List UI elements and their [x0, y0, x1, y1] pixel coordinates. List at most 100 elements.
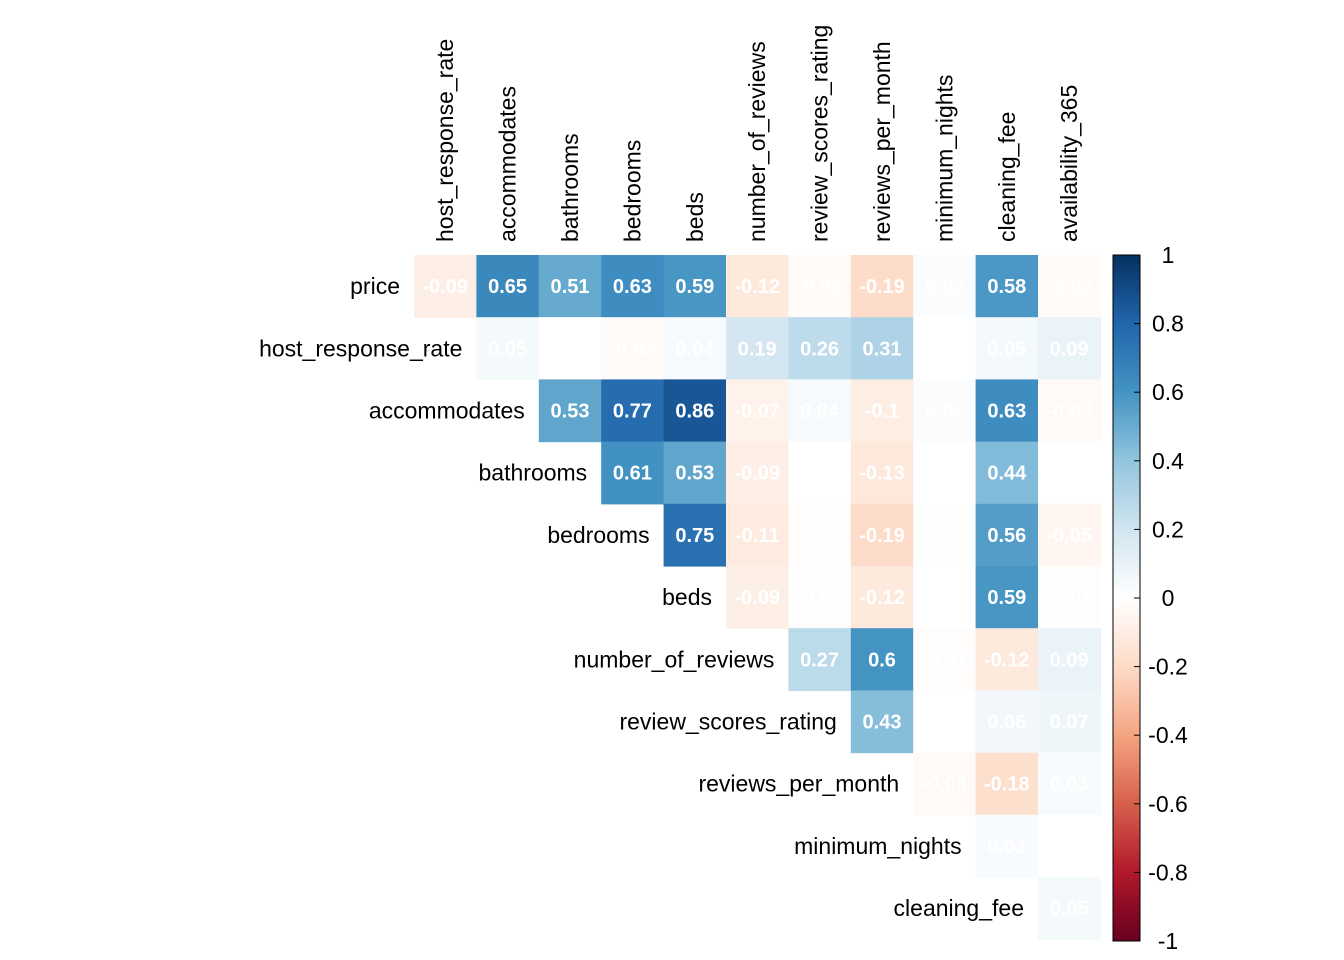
cell-value: -0.12: [984, 649, 1030, 671]
cell-value: 0.26: [800, 338, 839, 360]
heatmap-cell: [1038, 877, 1101, 940]
cell-value: -0.01: [797, 525, 843, 547]
heatmap-cell: [788, 379, 852, 443]
colorbar-ticks: 1 0.8 0.6 0.4 0.2 0 -0.2 -0.4 -0.6 -0.8 -1: [1134, 242, 1188, 954]
heatmap-cell: [726, 441, 789, 505]
heatmap-cell: [788, 441, 852, 505]
heatmap-cell: [476, 255, 540, 318]
heatmap-cell: [1038, 566, 1101, 629]
heatmap-cell: [975, 814, 1039, 878]
heatmap-cell: [788, 566, 852, 629]
heatmap-cell: [975, 379, 1039, 443]
cell-value: 0.01: [925, 525, 964, 547]
colorbar-tick-label: 1: [1162, 242, 1175, 268]
cell-value: 0.03: [987, 836, 1026, 858]
heatmap-cell: [1038, 814, 1101, 878]
cell-value: 0.31: [863, 338, 902, 360]
cell-value: -0.19: [859, 276, 905, 298]
row-label: bedrooms: [547, 522, 649, 548]
colorbar-tick-label: -0.8: [1148, 859, 1188, 885]
heatmap-cell: [1038, 379, 1101, 443]
column-label: reviews_per_month: [869, 41, 895, 242]
heatmap-cell: [1038, 441, 1101, 505]
cell-value: 0.05: [987, 338, 1026, 360]
cell-value: -0.03: [1046, 401, 1092, 423]
cell-value: 0.04: [800, 401, 840, 423]
colorbar-tick-label: 0.8: [1152, 311, 1184, 337]
column-label: host_response_rate: [432, 39, 458, 242]
heatmap-cell: [726, 566, 789, 629]
heatmap-cell: [1038, 317, 1101, 380]
heatmap-cell: [788, 628, 852, 691]
heatmap-cell: [663, 317, 727, 380]
cell-value: -0.02: [797, 276, 843, 298]
cell-value: -0.05: [1046, 525, 1092, 547]
column-label: accommodates: [495, 86, 521, 242]
column-label: bathrooms: [557, 133, 583, 242]
cell-value: 0.07: [1050, 712, 1089, 734]
colorbar-tick-label: 0: [1162, 585, 1175, 611]
heatmap-cell: [975, 317, 1039, 380]
heatmap-cell: [975, 566, 1039, 629]
cell-value: -0.07: [734, 401, 780, 423]
heatmap-cell: [975, 503, 1039, 567]
heatmap-cell: [850, 566, 914, 629]
cell-value: -0.13: [859, 463, 905, 485]
row-label: price: [350, 273, 400, 299]
column-label: number_of_reviews: [744, 41, 770, 242]
cell-value: 0.05: [1050, 898, 1089, 920]
heatmap-cell: [788, 317, 852, 380]
heatmap-cell: [663, 441, 727, 505]
cell-value: 0.53: [675, 463, 714, 485]
heatmap-cell: [663, 255, 727, 318]
heatmap-cell: [414, 255, 477, 318]
heatmap-cell: [1038, 255, 1101, 318]
column-label: review_scores_rating: [807, 25, 833, 242]
heatmap-cell: [850, 628, 914, 691]
cell-value: -0.11: [735, 525, 779, 547]
heatmap-cell: [538, 317, 602, 380]
column-labels: host_response_rate accommodates bathrooms b…: [432, 25, 1082, 242]
heatmap-cell: [1038, 628, 1101, 691]
cell-value: -0.09: [734, 587, 780, 609]
heatmap-cell: [663, 379, 727, 443]
cell-value: 0.19: [738, 338, 777, 360]
row-label: cleaning_fee: [894, 895, 1024, 921]
cell-value: -0.02: [1046, 276, 1092, 298]
heatmap-cell: [975, 441, 1039, 505]
heatmap-cell: [788, 503, 852, 567]
cell-value: 0.03: [1050, 774, 1089, 796]
cell-value: 0.59: [987, 587, 1026, 609]
heatmap-cell: [538, 379, 602, 443]
heatmap-cell: [975, 255, 1039, 318]
heatmap-cell: [601, 317, 665, 380]
cell-value: 0.05: [488, 338, 527, 360]
heatmap-cell: [913, 690, 977, 754]
colorbar-tick-label: -0.2: [1148, 654, 1188, 680]
cell-value: 0.04: [675, 338, 715, 360]
row-label: reviews_per_month: [698, 771, 899, 797]
heatmap-cell: [726, 379, 789, 443]
heatmap-cell: [913, 566, 977, 629]
heatmap-cell: [850, 441, 914, 505]
colorbar-tick-label: -0.6: [1148, 791, 1188, 817]
colorbar-tick-label: -0.4: [1148, 722, 1188, 748]
cell-value: 0.09: [1050, 338, 1089, 360]
row-label: number_of_reviews: [574, 646, 775, 672]
cell-value: 0.63: [613, 276, 652, 298]
heatmap-cell: [726, 255, 789, 318]
heatmap-cell: [850, 317, 914, 380]
heatmap-cell: [913, 752, 977, 816]
heatmap-cell: [850, 379, 914, 443]
heatmap-cell: [975, 628, 1039, 691]
colorbar-tick-label: 0.2: [1152, 516, 1184, 542]
heatmap-cell: [538, 255, 602, 318]
heatmap-cell: [601, 255, 665, 318]
cell-value: -0.1: [865, 401, 899, 423]
column-label: bedrooms: [619, 140, 645, 242]
row-label: bathrooms: [479, 460, 588, 486]
colorbar-tick-label: 0.4: [1152, 448, 1184, 474]
row-label: host_response_rate: [259, 335, 462, 361]
cell-value: 0.61: [613, 463, 652, 485]
